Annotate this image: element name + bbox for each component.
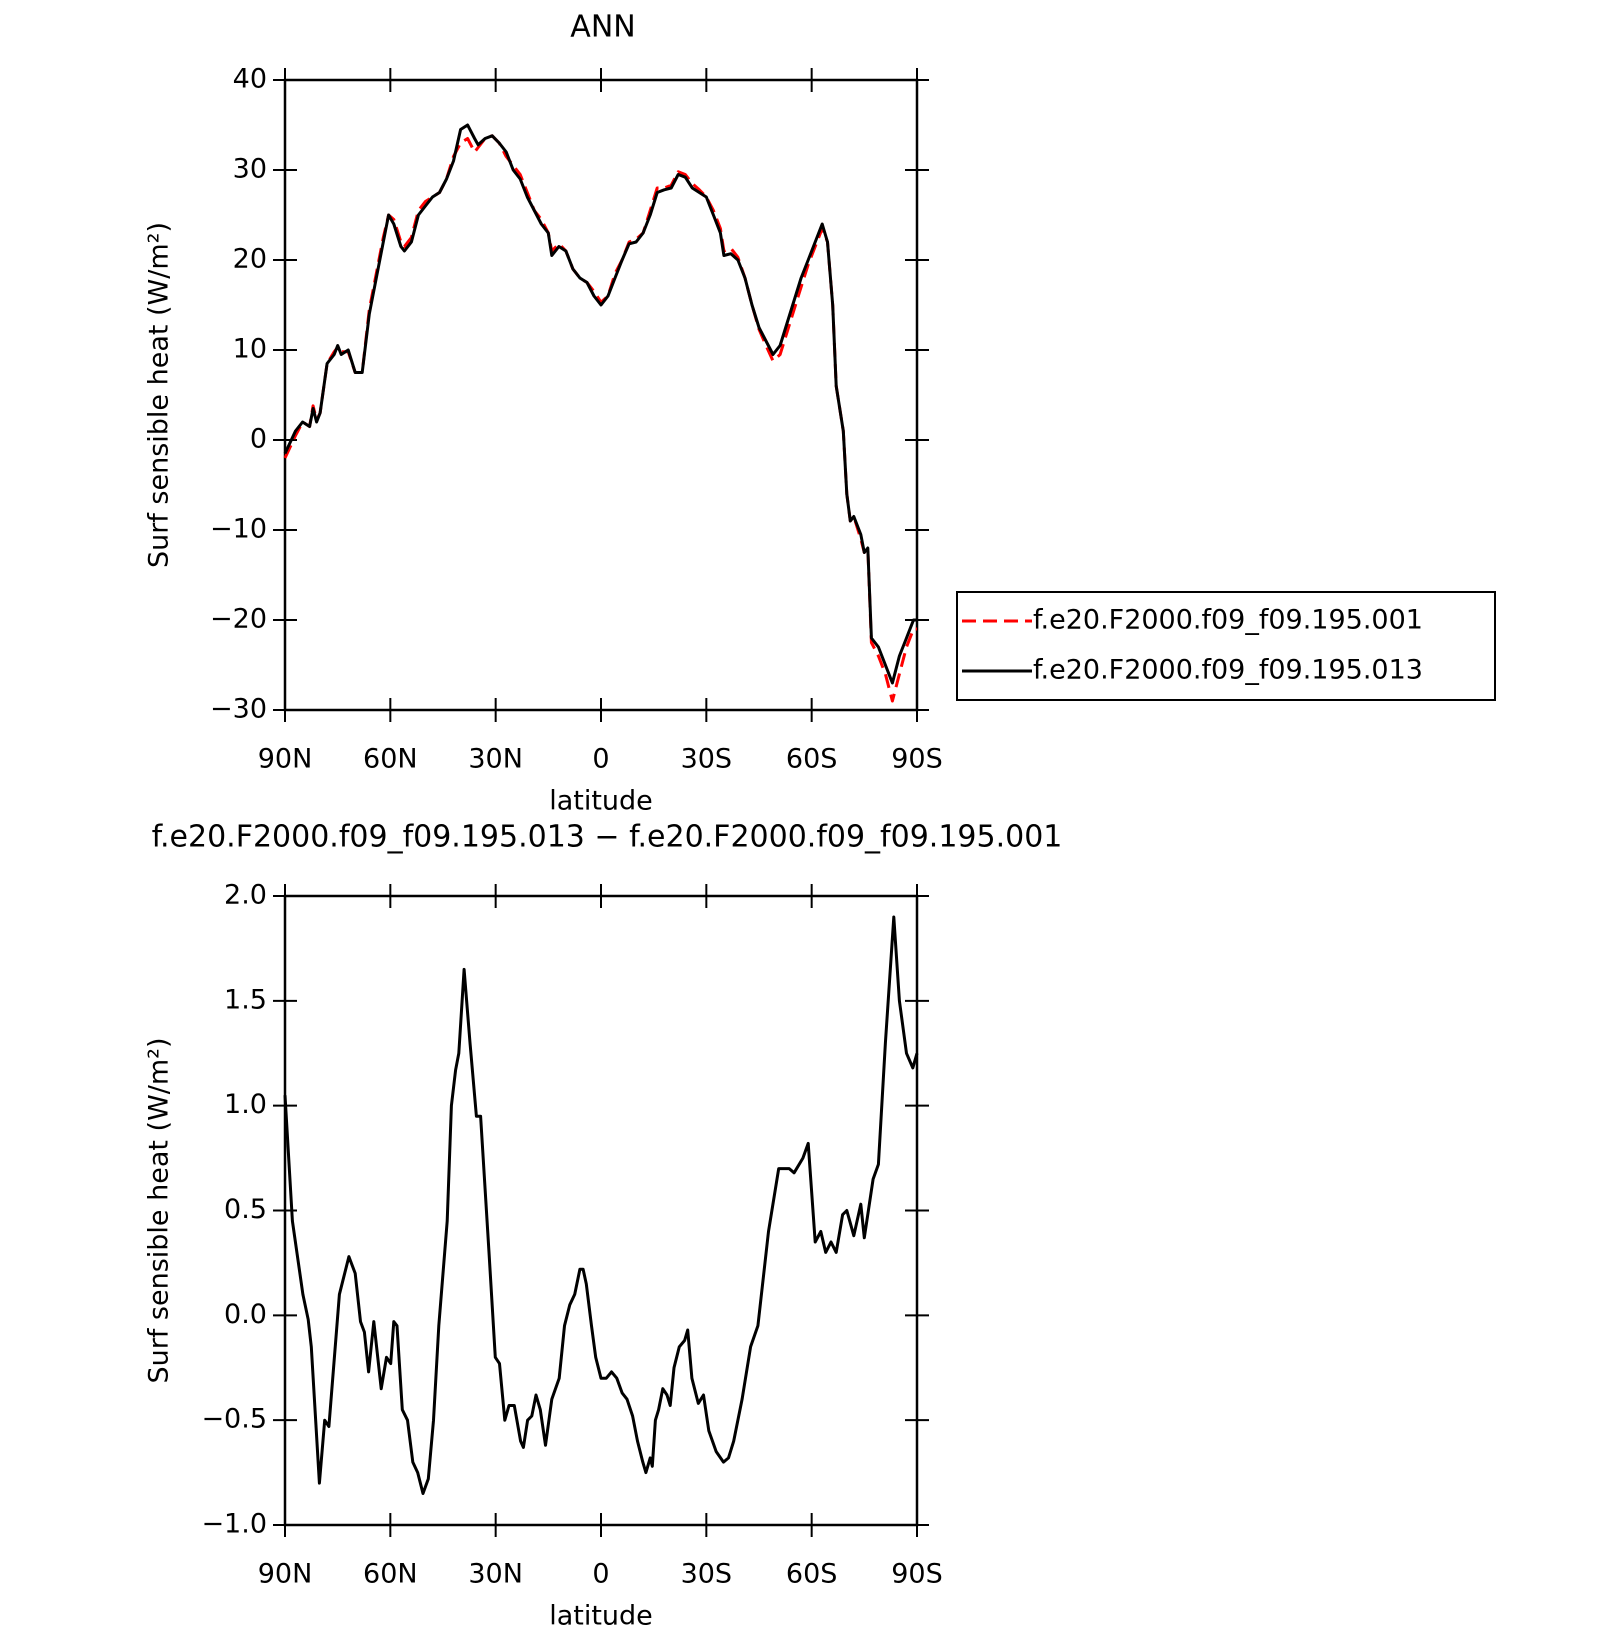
y-tick-label: 30 (233, 154, 267, 185)
y-tick-label: 20 (233, 244, 267, 275)
y-axis-label: Surf sensible heat (W/m²) (144, 1037, 175, 1383)
plot-frame (283, 78, 919, 712)
y-tick-label: 1.0 (224, 1089, 267, 1120)
chart-title: f.e20.F2000.f09_f09.195.013 − f.e20.F200… (152, 820, 1063, 855)
legend-label: f.e20.F2000.f09_f09.195.013 (1033, 655, 1423, 686)
x-tick-label: 90N (258, 1559, 313, 1590)
data-line (283, 915, 919, 1495)
y-tick-label: −0.5 (201, 1404, 267, 1435)
x-tick-label: 30S (681, 1559, 733, 1590)
y-tick-label: 40 (233, 64, 267, 95)
y-tick-label: −30 (210, 694, 267, 725)
y-tick-label: −1.0 (201, 1509, 267, 1540)
y-tick-label: −10 (210, 514, 267, 545)
data-line (283, 123, 917, 685)
y-tick-label: 1.5 (224, 984, 267, 1015)
chart-title: ANN (570, 10, 635, 45)
y-tick-label: 10 (233, 334, 267, 365)
y-axis-label: Surf sensible heat (W/m²) (144, 222, 175, 568)
x-tick-label: 90S (891, 744, 943, 775)
x-axis-label: latitude (549, 786, 653, 817)
x-tick-label: 0 (592, 744, 609, 775)
y-tick-label: 0.5 (224, 1194, 267, 1225)
x-tick-label: 60N (363, 744, 418, 775)
x-tick-label: 60S (786, 1559, 838, 1590)
x-tick-label: 60N (363, 1559, 418, 1590)
x-tick-label: 0 (592, 1559, 609, 1590)
x-axis-label: latitude (549, 1601, 653, 1632)
y-tick-label: −20 (210, 604, 267, 635)
x-tick-label: 90N (258, 744, 313, 775)
y-tick-label: 0.0 (224, 1299, 267, 1330)
x-tick-label: 60S (786, 744, 838, 775)
y-tick-label: 0 (250, 424, 267, 455)
y-tick-label: 2.0 (224, 880, 267, 911)
x-tick-label: 30S (681, 744, 733, 775)
x-tick-label: 90S (891, 1559, 943, 1590)
plot-frame (283, 894, 919, 1527)
legend-label: f.e20.F2000.f09_f09.195.001 (1033, 605, 1423, 636)
data-line (283, 134, 917, 703)
x-tick-label: 30N (468, 744, 523, 775)
x-tick-label: 30N (468, 1559, 523, 1590)
legend-box (956, 591, 1496, 701)
